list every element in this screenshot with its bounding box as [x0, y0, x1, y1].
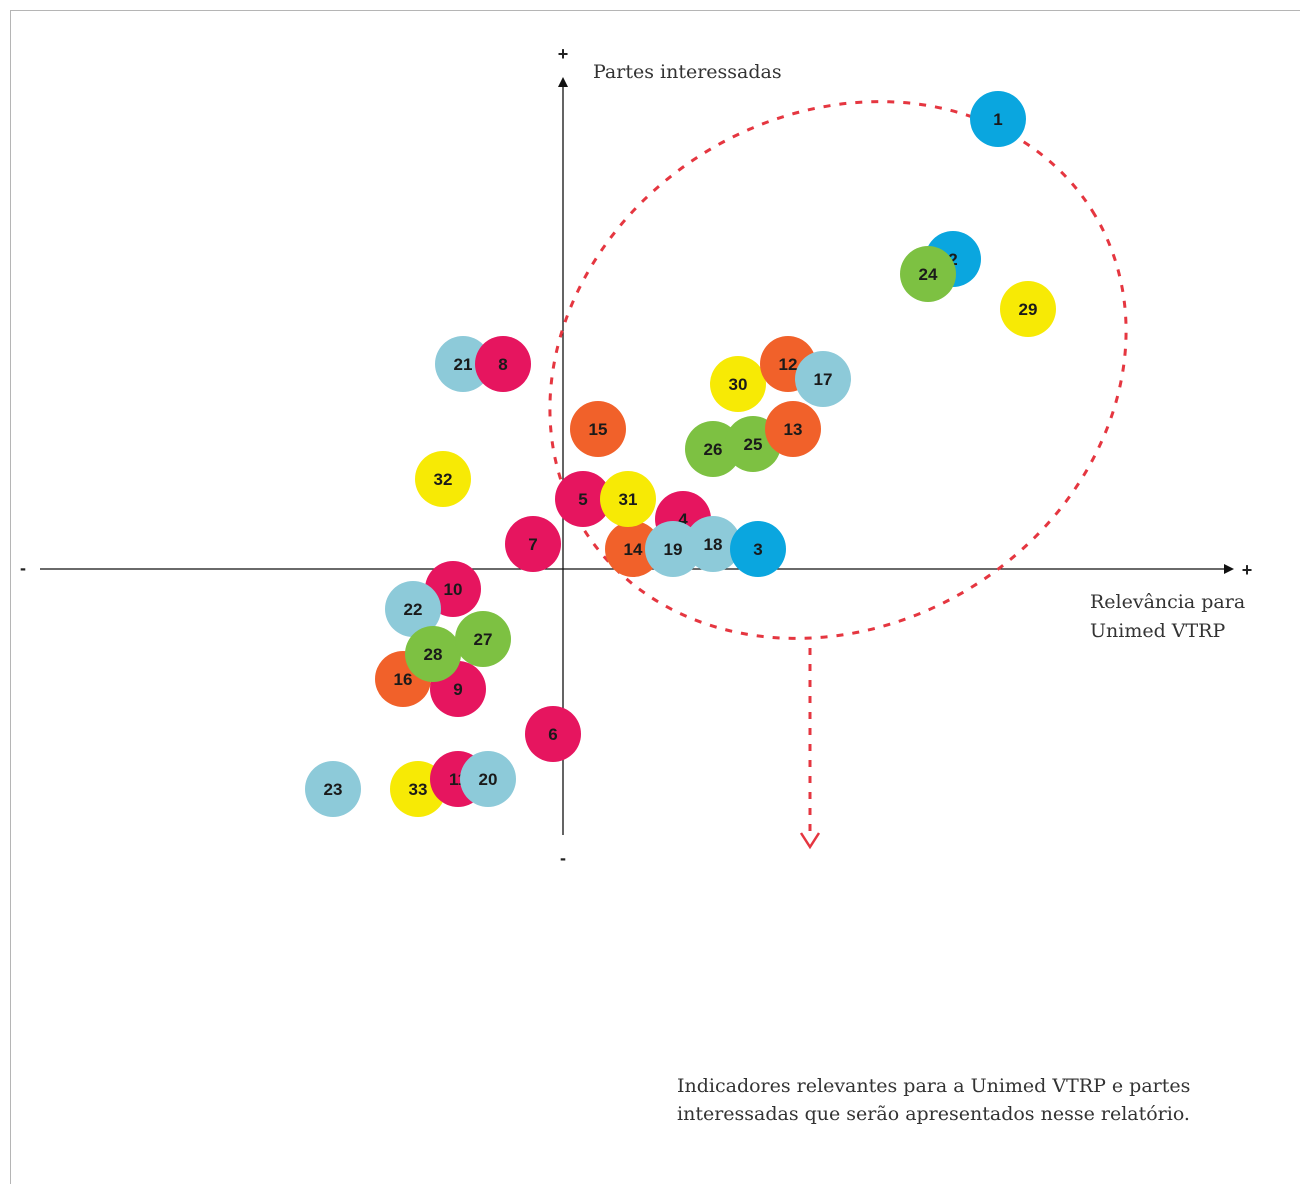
bubble-label-17: 17	[814, 370, 833, 389]
bubble-label-7: 7	[528, 535, 537, 554]
bubble-label-14: 14	[624, 540, 643, 559]
bubble-circle-7	[505, 516, 561, 572]
bubble-label-25: 25	[744, 435, 763, 454]
highlight-pointer-arrow-icon	[799, 832, 821, 850]
bubble-31: 31	[600, 471, 656, 527]
bubble-circle-6	[525, 706, 581, 762]
bubble-14: 14	[605, 521, 661, 577]
bubble-29: 29	[1000, 281, 1056, 337]
bubble-label-20: 20	[479, 770, 498, 789]
x-axis-label-line2: Unimed VTRP	[1090, 620, 1225, 642]
bubble-circle-29	[1000, 281, 1056, 337]
bubble-label-24: 24	[919, 265, 938, 284]
bubble-20: 20	[460, 751, 516, 807]
bubble-label-12: 12	[779, 355, 798, 374]
x-axis-minus: -	[20, 558, 26, 578]
bubble-label-29: 29	[1019, 300, 1038, 319]
bubble-18: 18	[685, 516, 741, 572]
bubble-7: 7	[505, 516, 561, 572]
bubble-label-28: 28	[424, 645, 443, 664]
bubble-6: 6	[525, 706, 581, 762]
bubble-27: 27	[455, 611, 511, 667]
bubble-3: 3	[730, 521, 786, 577]
highlight-ellipse	[548, 100, 1128, 640]
bubble-circle-31	[600, 471, 656, 527]
bubble-22: 22	[385, 581, 441, 637]
bubble-label-4: 4	[678, 510, 688, 529]
bubble-circle-14	[605, 521, 661, 577]
bubble-28: 28	[405, 626, 461, 682]
bubble-label-33: 33	[409, 780, 428, 799]
bubble-23: 23	[305, 761, 361, 817]
bubble-label-27: 27	[474, 630, 493, 649]
bubble-label-3: 3	[753, 540, 762, 559]
bubble-circle-15	[570, 401, 626, 457]
bubble-circle-5	[555, 471, 611, 527]
bubble-label-9: 9	[453, 680, 462, 699]
bubble-circle-30	[710, 356, 766, 412]
bubble-label-2: 2	[948, 250, 957, 269]
bubble-label-26: 26	[704, 440, 723, 459]
bubble-label-8: 8	[498, 355, 507, 374]
bubble-circle-8	[475, 336, 531, 392]
bubble-label-13: 13	[784, 420, 803, 439]
bubble-circle-32	[415, 451, 471, 507]
bubble-circle-18	[685, 516, 741, 572]
bubble-label-19: 19	[664, 540, 683, 559]
bubble-label-21: 21	[454, 355, 473, 374]
bubble-circle-17	[795, 351, 851, 407]
bubble-13: 13	[765, 401, 821, 457]
bubble-circle-21	[435, 336, 491, 392]
bubble-21: 21	[435, 336, 491, 392]
bubble-circle-28	[405, 626, 461, 682]
bubble-8: 8	[475, 336, 531, 392]
bubble-5: 5	[555, 471, 611, 527]
bubble-circle-20	[460, 751, 516, 807]
bubble-label-10: 10	[444, 580, 463, 599]
y-axis-label: Partes interessadas	[593, 61, 782, 83]
bubble-32: 32	[415, 451, 471, 507]
bubble-30: 30	[710, 356, 766, 412]
bubble-label-30: 30	[729, 375, 748, 394]
y-axis-plus: +	[558, 44, 569, 64]
bubble-circle-1	[970, 91, 1026, 147]
bubble-label-23: 23	[324, 780, 343, 799]
x-axis-label-line1: Relevância para	[1090, 591, 1245, 613]
bubble-1: 1	[970, 91, 1026, 147]
bubble-label-18: 18	[704, 535, 723, 554]
bubble-circle-23	[305, 761, 361, 817]
y-axis-minus: -	[560, 848, 566, 868]
bubble-label-22: 22	[404, 600, 423, 619]
bubble-label-31: 31	[619, 490, 638, 509]
bubble-17: 17	[795, 351, 851, 407]
x-axis-plus: +	[1242, 560, 1253, 580]
bubble-circle-27	[455, 611, 511, 667]
bubble-circle-3	[730, 521, 786, 577]
bubble-15: 15	[570, 401, 626, 457]
bubble-label-5: 5	[578, 490, 587, 509]
chart-frame	[10, 10, 1300, 1184]
bubble-circle-22	[385, 581, 441, 637]
bubble-label-15: 15	[589, 420, 608, 439]
bubble-24: 24	[900, 246, 956, 302]
bubble-label-6: 6	[548, 725, 557, 744]
bubble-circle-24	[900, 246, 956, 302]
bubble-label-1: 1	[993, 110, 1002, 129]
bubble-label-16: 16	[394, 670, 413, 689]
bubble-label-32: 32	[434, 470, 453, 489]
highlight-note: Indicadores relevantes para a Unimed VTR…	[677, 1075, 1191, 1125]
bubble-circle-13	[765, 401, 821, 457]
